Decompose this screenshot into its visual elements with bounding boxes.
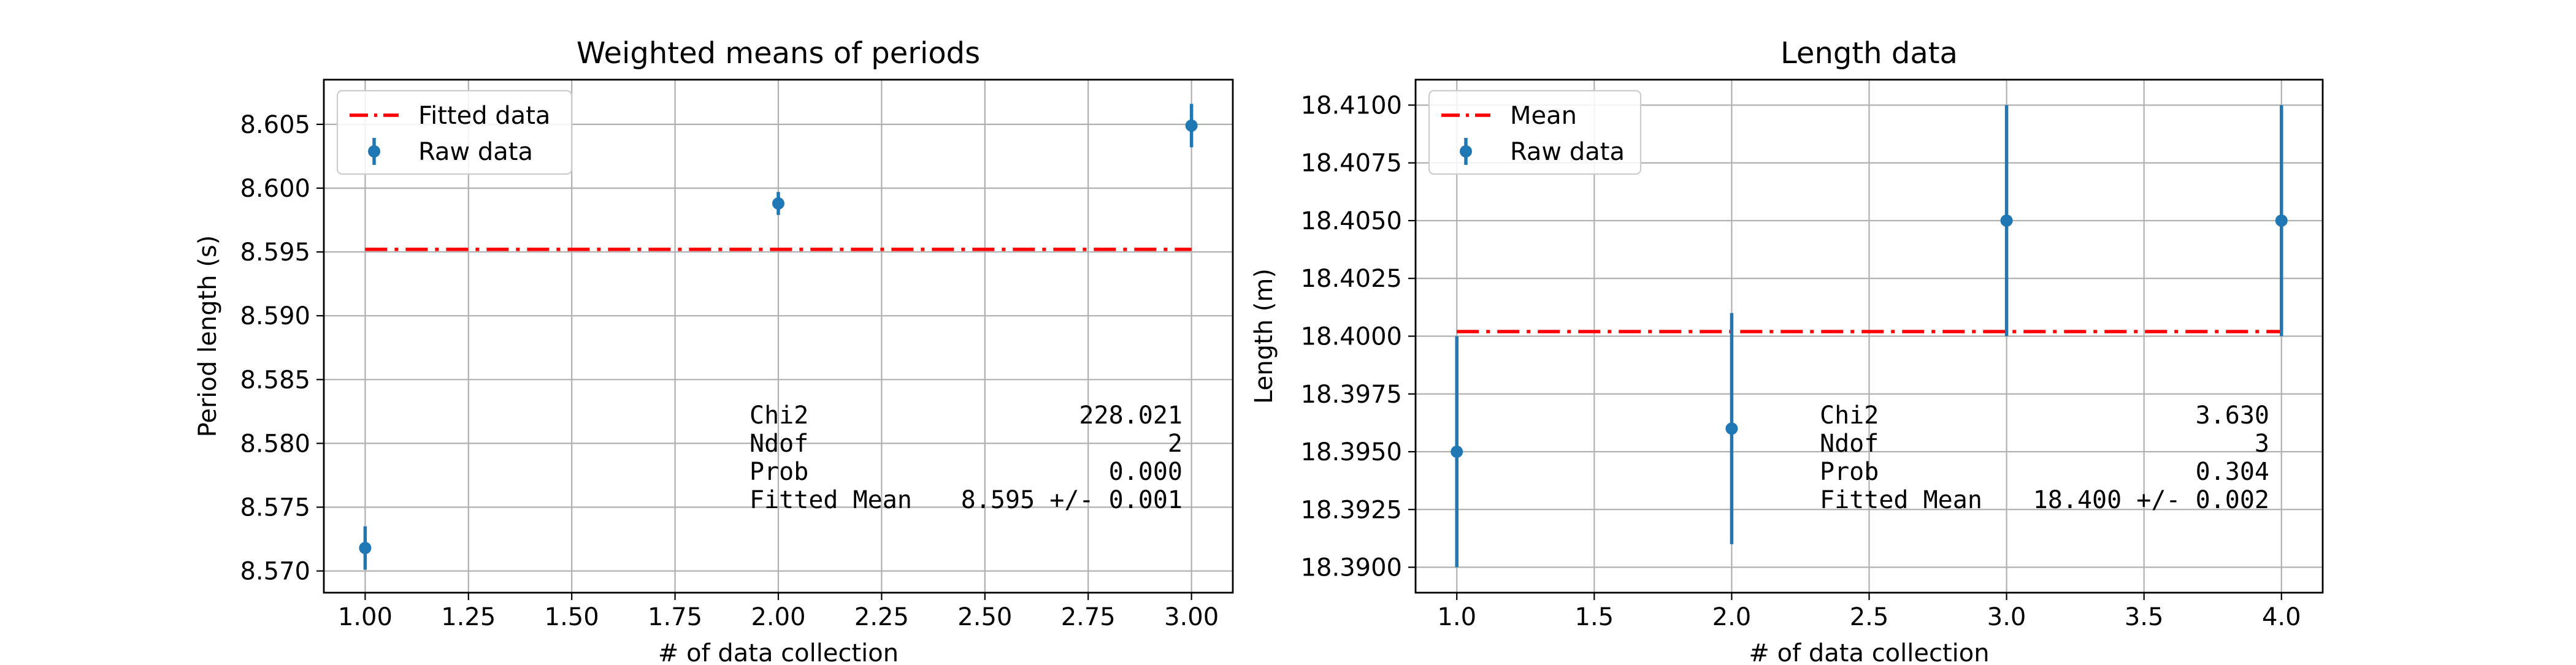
legend-handle-marker <box>368 145 380 158</box>
x-tick-label: 1.5 <box>1575 603 1614 631</box>
x-tick-label: 1.75 <box>648 603 702 631</box>
x-axis-label: # of data collection <box>1749 639 1989 662</box>
y-tick-label: 18.4075 <box>1301 150 1402 178</box>
y-axis-label: Length (m) <box>1250 268 1278 404</box>
chart-title: Length data <box>1781 36 1958 70</box>
y-tick-label: 18.4100 <box>1301 91 1402 120</box>
legend-handle-marker <box>1460 145 1472 158</box>
stats-label: Fitted Mean <box>1820 486 1982 514</box>
data-point <box>2000 214 2013 227</box>
y-tick-label: 18.3900 <box>1301 554 1402 582</box>
x-tick-label: 1.50 <box>545 603 599 631</box>
legend-label: Raw data <box>1510 138 1625 166</box>
x-tick-label: 1.25 <box>441 603 496 631</box>
stats-label: Chi2 <box>749 401 808 430</box>
y-tick-label: 8.590 <box>240 302 310 330</box>
stats-label: Prob <box>1820 458 1879 486</box>
x-tick-label: 2.50 <box>957 603 1012 631</box>
x-tick-label: 2.0 <box>1712 603 1752 631</box>
stats-value: 3.630 <box>2196 401 2269 430</box>
x-tick-label: 2.75 <box>1061 603 1116 631</box>
stats-label: Ndof <box>749 430 808 458</box>
data-point <box>2275 214 2288 227</box>
y-tick-label: 8.585 <box>240 366 310 394</box>
y-tick-label: 18.4025 <box>1301 265 1402 293</box>
stats-value: 228.021 <box>1079 401 1183 430</box>
y-tick-label: 18.3975 <box>1301 381 1402 409</box>
y-tick-label: 18.4050 <box>1301 207 1402 235</box>
data-point <box>359 542 372 555</box>
stats-value: 3 <box>2255 430 2269 458</box>
x-tick-label: 4.0 <box>2262 603 2301 631</box>
y-tick-label: 8.570 <box>240 558 310 586</box>
legend-box <box>336 89 573 175</box>
x-tick-label: 2.25 <box>854 603 909 631</box>
y-tick-label: 8.580 <box>240 430 310 458</box>
x-tick-label: 2.00 <box>751 603 805 631</box>
x-tick-label: 3.00 <box>1164 603 1219 631</box>
x-tick-label: 1.00 <box>338 603 393 631</box>
legend-label: Fitted data <box>418 102 550 130</box>
stats-value: 18.400 +/- 0.002 <box>2033 486 2269 514</box>
x-tick-label: 1.0 <box>1437 603 1476 631</box>
stats-value: 8.595 +/- 0.001 <box>961 486 1183 514</box>
data-point <box>1185 119 1198 132</box>
y-tick-label: 18.3925 <box>1301 496 1402 524</box>
stats-value: 2 <box>1168 430 1183 458</box>
legend-box <box>1428 89 1642 175</box>
y-tick-label: 8.575 <box>240 494 310 522</box>
x-axis-label: # of data collection <box>658 639 899 662</box>
stats-label: Fitted Mean <box>749 486 912 514</box>
y-tick-label: 8.605 <box>240 111 310 139</box>
stats-label: Prob <box>749 458 808 486</box>
stats-label: Chi2 <box>1820 401 1879 430</box>
legend-label: Mean <box>1510 102 1577 130</box>
y-tick-label: 8.595 <box>240 238 310 267</box>
chart-title: Weighted means of periods <box>577 36 980 70</box>
stats-value: 0.000 <box>1109 458 1183 486</box>
y-axis-label: Period length (s) <box>194 235 222 438</box>
data-point <box>1725 422 1738 435</box>
legend-label: Raw data <box>418 138 533 166</box>
x-tick-label: 3.5 <box>2125 603 2164 631</box>
plot-2: 1.0 1.5 2.0 2.5 3.0 3.5 4.0 18.3900 18.3925 18.39… <box>1250 36 2324 665</box>
y-tick-label: 18.3950 <box>1301 438 1402 466</box>
data-point <box>1451 446 1463 458</box>
data-point <box>772 197 784 210</box>
plots-layer: 1.00 1.25 1.50 1.75 2.00 2.25 2.50 2.75 3.00 8.57… <box>194 36 2324 665</box>
y-tick-label: 8.600 <box>240 175 310 203</box>
stats-label: Ndof <box>1820 430 1879 458</box>
x-tick-label: 2.5 <box>1850 603 1889 631</box>
stats-value: 0.304 <box>2196 458 2269 486</box>
plot-1: 1.00 1.25 1.50 1.75 2.00 2.25 2.50 2.75 3.00 8.57… <box>194 36 1234 665</box>
x-tick-label: 3.0 <box>1987 603 2026 631</box>
y-tick-label: 18.4000 <box>1301 323 1402 351</box>
